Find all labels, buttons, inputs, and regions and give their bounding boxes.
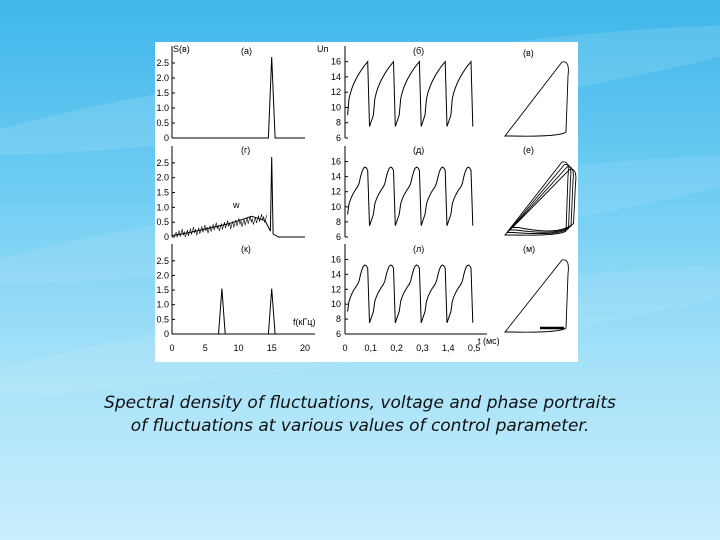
panel-label: (м) [523,244,535,254]
spectral-y-tick-label: 1.5 [156,188,169,198]
caption: Spectral density of fluctuations, voltag… [20,392,700,438]
spectral-y-tick-label: 0.5 [156,217,169,227]
panel-label: (б) [413,46,424,56]
voltage-x-tick-label: 0,1 [365,343,378,353]
voltage-x-tick-label: 1,4 [442,343,455,353]
spectral-y-tick-label: 2.0 [156,73,169,83]
voltage-x-tick-label: 0,5 [468,343,481,353]
panel-label: (в) [523,48,534,58]
voltage-x-axis-label: t (мс) [478,336,500,346]
spectral-y-tick-label: 1.5 [156,88,169,98]
spectral-y-tick-label: 1.0 [156,202,169,212]
spectral-x-tick-label: 10 [233,343,243,353]
voltage-y-tick-label: 10 [331,102,341,112]
spectral-y-tick-label: 0 [164,133,169,143]
spectrum-trace [172,56,305,139]
panel-label: (а) [241,46,252,56]
spectral-y-axis-label: S(в) [173,44,190,54]
spectral-x-tick-label: 0 [169,343,174,353]
voltage-y-tick-label: 8 [336,314,341,324]
spectral-y-tick-label: 1.5 [156,285,169,295]
panel-label: (к) [241,244,251,254]
voltage-y-tick-label: 14 [331,172,341,182]
spectral-y-tick-label: 0.5 [156,314,169,324]
spectral-x-axis-label: f(кГц) [293,317,315,327]
voltage-y-tick-label: 12 [331,87,341,97]
figure-svg: 2.5 2.0 1.5 1.0 0.5 0 2.5 2.0 1.5 1.0 0.5 0 2.5 2.0 1.… [156,44,577,353]
spectral-y-tick-label: 2.5 [156,158,169,168]
spectral-x-tick-label: 5 [203,343,208,353]
spectral-y-tick-label: 0 [164,329,169,339]
spectral-y-tick-label: 2.5 [156,256,169,266]
voltage-y-tick-label: 12 [331,284,341,294]
caption-line-2: of fluctuations at various values of con… [130,416,590,436]
figure-panel: 2.5 2.0 1.5 1.0 0.5 0 2.5 2.0 1.5 1.0 0.5 0 2.5 2.0 1.… [155,42,578,362]
voltage-y-tick-label: 6 [336,133,341,143]
voltage-y-axis-label: Uп [317,44,328,54]
voltage-y-tick-label: 14 [331,269,341,279]
spectrum-trace [172,288,305,335]
voltage-trace [347,166,474,226]
spectral-x-tick-label: 15 [267,343,277,353]
voltage-y-tick-label: 16 [331,57,341,67]
voltage-trace [347,264,474,323]
spectral-y-tick-label: 2.0 [156,173,169,183]
voltage-x-tick-label: 0,3 [416,343,429,353]
spectral-y-tick-label: 2.5 [156,58,169,68]
voltage-y-tick-label: 8 [336,217,341,227]
voltage-trace [347,60,474,127]
spectral-y-tick-label: 0 [164,232,169,242]
voltage-y-tick-label: 16 [331,254,341,264]
spectral-y-tick-label: 1.0 [156,103,169,113]
panel-label: (д) [413,145,424,155]
noise-label: w [232,200,240,210]
voltage-y-tick-label: 14 [331,72,341,82]
spectral-y-tick-label: 2.0 [156,270,169,280]
voltage-y-tick-label: 8 [336,118,341,128]
panel-label: (л) [413,244,424,254]
voltage-y-tick-label: 10 [331,202,341,212]
panel-label: (е) [523,145,534,155]
phase-portrait-trace [506,163,572,235]
phase-portrait-trace [511,168,577,232]
spectral-y-tick-label: 0.5 [156,118,169,128]
caption-line-1: Spectral density of fluctuations, voltag… [104,393,616,413]
phase-portrait-trace [504,61,569,137]
voltage-x-tick-label: 0,2 [390,343,403,353]
spectral-y-tick-label: 1.0 [156,300,169,310]
voltage-x-tick-label: 0 [342,343,347,353]
voltage-y-tick-label: 10 [331,299,341,309]
voltage-y-tick-label: 6 [336,329,341,339]
phase-portrait-trace [504,161,569,236]
phase-portrait-trace [508,166,574,233]
spectrum-trace [171,156,305,238]
panel-label: (г) [241,145,250,155]
spectral-x-tick-label: 20 [300,343,310,353]
voltage-y-tick-label: 16 [331,157,341,167]
voltage-y-tick-label: 6 [336,232,341,242]
spectrum-noise-trace [173,214,268,239]
phase-portrait-trace [504,259,569,333]
voltage-y-tick-label: 12 [331,187,341,197]
